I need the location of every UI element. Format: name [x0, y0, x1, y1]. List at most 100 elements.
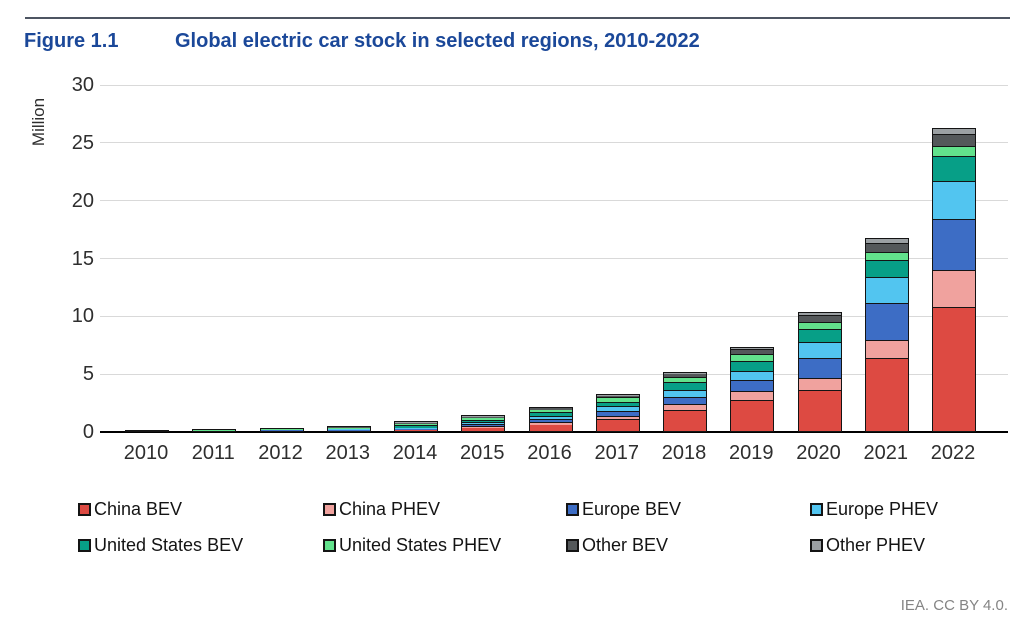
x-tick-label: 2018 — [661, 442, 707, 464]
bar-segment — [664, 398, 706, 405]
bar-stack-2011 — [192, 429, 237, 432]
bar-segment — [596, 420, 639, 431]
bar-segment — [529, 425, 572, 431]
bar-segment — [395, 423, 437, 427]
bar-segment — [798, 342, 841, 359]
bar-segment — [865, 260, 908, 278]
bar-segment — [462, 416, 505, 417]
bar-segment — [865, 243, 908, 253]
bar-segment — [462, 418, 505, 421]
x-tick-label: 2020 — [796, 442, 841, 464]
bar-stack-2013 — [326, 425, 371, 432]
bar-segment — [933, 146, 975, 158]
bar-segment — [865, 277, 908, 305]
legend-swatch — [323, 502, 336, 516]
bar-segment — [395, 426, 437, 428]
y-tick-label: 25 — [71, 131, 94, 154]
bar-segment — [596, 407, 639, 413]
bar-stack-2022 — [932, 127, 976, 432]
bar-segment — [462, 425, 505, 428]
bar-segment — [596, 412, 639, 417]
legend-item: United States PHEV — [323, 535, 566, 555]
bar-stack-2021 — [864, 238, 909, 432]
legend-label: China PHEV — [339, 498, 441, 519]
legend-label: Other BEV — [582, 534, 669, 555]
x-tick-label: 2015 — [460, 442, 505, 464]
legend-label: Europe BEV — [582, 498, 682, 519]
y-tick-label: 5 — [82, 363, 94, 386]
bar-segment — [731, 392, 774, 402]
gridline — [100, 258, 1008, 259]
bar-segment — [865, 304, 908, 341]
bar-segment — [327, 427, 370, 429]
bar-segment — [731, 347, 774, 350]
bar-segment — [529, 410, 572, 414]
bar-stack-2015 — [461, 415, 506, 432]
bar-segment — [664, 377, 706, 384]
y-tick-label: 15 — [71, 247, 94, 270]
bar-segment — [529, 416, 572, 421]
bar-segment — [529, 420, 572, 424]
y-tick-label: 30 — [71, 74, 94, 96]
x-tick-label: 2014 — [392, 442, 438, 464]
bar-segment — [865, 239, 908, 244]
header-rule — [25, 17, 1010, 19]
bar-segment — [731, 371, 774, 382]
bar-segment — [462, 423, 505, 426]
legend-item: Other PHEV — [810, 535, 968, 555]
x-tick-label: 2021 — [863, 442, 909, 464]
x-tick-label: 2013 — [325, 442, 371, 464]
legend-swatch — [323, 538, 336, 552]
bar-segment — [933, 157, 975, 182]
bar-segment — [798, 390, 841, 431]
bar-segment — [865, 252, 908, 261]
bar-segment — [529, 423, 572, 426]
legend-label: United States BEV — [94, 534, 244, 555]
bar-segment — [596, 402, 639, 408]
figure-number: Figure 1.1 — [24, 30, 119, 52]
legend-label: China BEV — [94, 498, 183, 519]
legend-item: Europe PHEV — [810, 499, 968, 519]
legend-swatch — [78, 538, 91, 552]
bar-segment — [933, 128, 975, 136]
attribution: IEA. CC BY 4.0. — [900, 597, 1008, 614]
bar-stack-2019 — [730, 346, 775, 432]
plot-area: 0 5 10 15 20 25 30 2010 2011 2012 2013 2014 2015 2016… — [72, 74, 1008, 464]
bar-segment — [731, 349, 774, 356]
bar-segment — [731, 381, 774, 393]
legend-swatch — [78, 502, 91, 516]
bar-stack-2017 — [595, 393, 640, 432]
bar-segment — [933, 308, 975, 431]
bar-segment — [664, 390, 706, 399]
bar-segment — [664, 404, 706, 411]
bar-segment — [664, 410, 706, 431]
bar-segment — [798, 322, 841, 330]
bar-stack-2016 — [528, 406, 573, 432]
bar-segment — [596, 398, 639, 403]
x-tick-label: 2012 — [258, 442, 303, 464]
bar-segment — [664, 383, 706, 391]
bar-segment — [798, 358, 841, 379]
legend-swatch — [810, 502, 823, 516]
x-tick-label: 2016 — [527, 442, 572, 464]
gridline — [100, 142, 1008, 144]
legend-item: Other BEV — [566, 535, 810, 555]
bar-segment — [798, 313, 841, 317]
gridline — [100, 315, 1008, 317]
bar-segment — [462, 428, 505, 431]
y-tick-label: 20 — [71, 189, 94, 212]
bar-segment — [395, 422, 437, 424]
legend-label: Europe PHEV — [826, 498, 939, 519]
legend-item: China BEV — [78, 499, 323, 519]
legend-item: China PHEV — [323, 499, 566, 519]
y-tick-label: 10 — [71, 305, 94, 328]
legend-item: Europe BEV — [566, 499, 810, 519]
gridline — [100, 373, 1008, 375]
bar-segment — [798, 378, 841, 391]
bar-segment — [933, 220, 975, 272]
bar-segment — [327, 428, 370, 430]
bar-segment — [664, 372, 706, 375]
bar-segment — [327, 429, 370, 431]
bar-segment — [529, 407, 572, 409]
